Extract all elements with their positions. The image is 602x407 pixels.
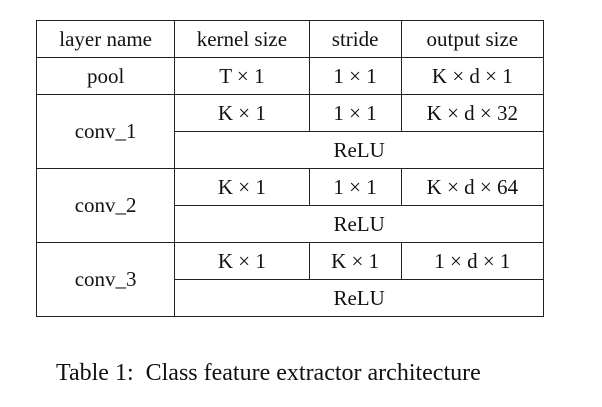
- table-caption: Table 1: Class feature extractor archite…: [56, 360, 546, 387]
- kernel-size-cell: T × 1: [174, 57, 310, 95]
- header-row: layer name kernel size stride output siz…: [35, 20, 545, 58]
- layer-name-cell: pool: [35, 57, 176, 95]
- caption-label: Table 1:: [56, 360, 134, 386]
- table-row-conv-3: conv_3 K × 1 K × 1 1 × d × 1: [35, 242, 545, 317]
- header-layer-name: layer name: [35, 20, 176, 58]
- stride-cell: K × 1: [308, 242, 402, 280]
- architecture-table: layer name kernel size stride output siz…: [35, 20, 545, 317]
- layer-name-cell: conv_1: [35, 94, 176, 169]
- kernel-size-cell: K × 1: [174, 168, 310, 206]
- output-size-cell: K × d × 1: [400, 57, 545, 95]
- caption-text: Class feature extractor architecture: [145, 360, 481, 386]
- kernel-size-cell: K × 1: [174, 242, 310, 280]
- table-row-conv-1-activation: ReLU: [37, 131, 544, 169]
- table-row-conv-3-activation: ReLU: [37, 279, 544, 317]
- table-row-pool: pool T × 1 1 × 1 K × d × 1: [35, 57, 545, 95]
- kernel-size-cell: K × 1: [174, 94, 310, 132]
- header-kernel-size: kernel size: [174, 20, 310, 58]
- layer-name-cell: conv_2: [35, 168, 176, 243]
- output-size-cell: 1 × d × 1: [400, 242, 545, 280]
- table-row-conv-2-activation: ReLU: [37, 205, 544, 243]
- output-size-cell: K × d × 32: [400, 94, 545, 132]
- stride-cell: 1 × 1: [308, 57, 402, 95]
- layer-name-cell: conv_3: [35, 242, 176, 317]
- output-size-cell: K × d × 64: [400, 168, 545, 206]
- activation-cell: ReLU: [174, 279, 544, 317]
- activation-cell: ReLU: [174, 205, 544, 243]
- header-output-size: output size: [400, 20, 545, 58]
- stride-cell: 1 × 1: [308, 94, 402, 132]
- stride-cell: 1 × 1: [308, 168, 402, 206]
- table-row-conv-1: conv_1 K × 1 1 × 1 K × d × 32: [35, 94, 545, 169]
- activation-cell: ReLU: [174, 131, 544, 169]
- header-stride: stride: [308, 20, 402, 58]
- table-row-conv-2: conv_2 K × 1 1 × 1 K × d × 64: [35, 168, 545, 243]
